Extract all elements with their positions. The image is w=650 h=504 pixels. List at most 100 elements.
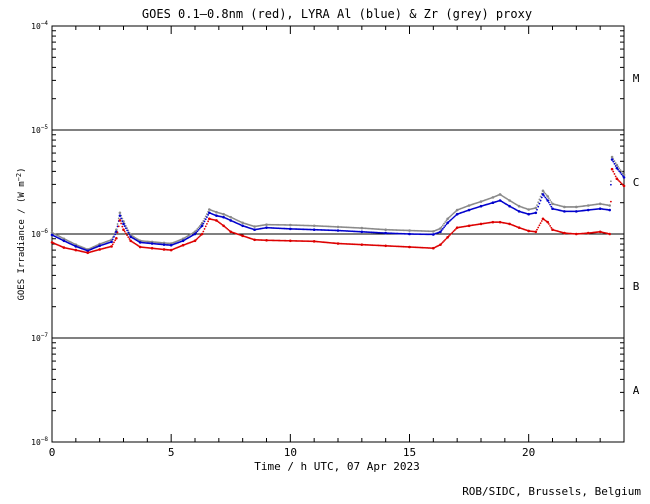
series-dot: [441, 241, 444, 244]
data-point: [608, 208, 611, 212]
flare-class-label: A: [633, 384, 640, 397]
series-dot: [120, 222, 123, 225]
series-dot: [116, 223, 119, 225]
series-dot: [549, 199, 552, 202]
series-dot: [619, 171, 622, 174]
series-dot: [203, 220, 206, 223]
data-point: [534, 211, 538, 215]
series-dot: [447, 216, 450, 219]
series-dot: [444, 238, 447, 241]
series-dot: [544, 192, 547, 195]
data-point: [546, 220, 550, 224]
series-dot: [198, 225, 201, 227]
series-dot: [207, 220, 210, 223]
series-dot: [612, 170, 615, 173]
y-axis-label: GOES Irradiance / (W m−2): [15, 167, 27, 300]
data-point: [615, 166, 619, 170]
data-point: [110, 240, 113, 244]
series-dot: [114, 239, 117, 242]
series-dot: [618, 167, 621, 170]
series-dot: [612, 160, 615, 163]
series-dot: [451, 213, 454, 216]
series-dot: [126, 234, 128, 237]
data-point: [610, 158, 614, 161]
series-dot: [203, 228, 206, 230]
series-dot: [111, 238, 114, 241]
y-tick-label: 10−6: [31, 228, 48, 239]
series-dot: [196, 237, 199, 240]
series-dot: [614, 175, 617, 178]
series-dot: [550, 226, 553, 229]
data-point: [122, 222, 125, 226]
series-dot: [609, 183, 612, 186]
series-dot: [621, 172, 624, 175]
data-point: [541, 193, 545, 196]
data-point: [622, 184, 626, 188]
series-dot: [539, 222, 542, 225]
y-axis-label-sup: −2: [15, 173, 23, 181]
data-point: [546, 195, 550, 198]
series-dot: [451, 217, 454, 220]
data-point: [118, 219, 122, 222]
flare-class-label: B: [633, 280, 640, 293]
series-dot: [550, 205, 553, 208]
data-point: [439, 227, 442, 230]
series-dot: [619, 181, 622, 184]
series-dot: [549, 203, 552, 206]
series-dot: [450, 218, 453, 221]
series-dot: [548, 201, 550, 204]
series-dot: [204, 225, 207, 228]
series-dot: [227, 228, 230, 231]
data-point: [115, 228, 118, 231]
series-dot: [126, 229, 128, 232]
series-dot: [195, 238, 198, 241]
series-dot: [613, 162, 616, 165]
y-axis-label-main: GOES Irradiance / (W m: [17, 181, 27, 300]
data-point: [610, 167, 614, 171]
series-dot: [537, 205, 540, 208]
y-tick-label-base: 10: [31, 438, 41, 447]
series-dot: [536, 204, 538, 207]
series-dot: [447, 235, 450, 237]
series-dot: [127, 236, 130, 239]
series-dot: [540, 220, 543, 222]
series-dot: [207, 214, 210, 216]
x-tick-label: 10: [284, 446, 297, 459]
series-dot: [202, 222, 205, 225]
y-tick-label: 10−4: [31, 20, 48, 31]
data-point: [610, 155, 614, 159]
series-dot: [452, 230, 455, 233]
series-dot: [617, 168, 619, 171]
series-dot: [537, 226, 540, 229]
series-dot: [202, 230, 205, 233]
flare-class-labels: M C B A: [633, 72, 640, 397]
series-dot: [443, 222, 445, 225]
series-dot: [197, 226, 200, 229]
series-dot: [536, 228, 538, 231]
y-tick-label: 10−8: [31, 436, 48, 447]
series-dot: [536, 208, 538, 211]
y-tick-label-base: 10: [31, 126, 41, 135]
series-dot: [548, 223, 550, 225]
series-lyra-al: [50, 158, 626, 253]
footer-credit: ROB/SIDC, Brussels, Belgium: [462, 485, 641, 498]
series-dot: [613, 173, 616, 175]
y-tick-label-exponent: −4: [41, 20, 49, 27]
series-dot: [123, 230, 126, 233]
y-tick-label-exponent: −5: [41, 124, 49, 131]
series-dot: [543, 191, 546, 194]
y-tick-label-base: 10: [31, 334, 41, 343]
series-dot: [117, 225, 120, 228]
data-point: [200, 224, 204, 228]
series-dot: [453, 215, 456, 218]
data-point: [622, 176, 626, 179]
x-tick-label: 15: [403, 446, 416, 459]
data-point: [608, 232, 611, 236]
series-dot: [443, 240, 445, 242]
data-point: [110, 245, 113, 248]
series-dot: [127, 231, 130, 234]
series-dot: [453, 229, 456, 231]
series-dot: [550, 201, 553, 203]
series-dot: [620, 170, 623, 173]
